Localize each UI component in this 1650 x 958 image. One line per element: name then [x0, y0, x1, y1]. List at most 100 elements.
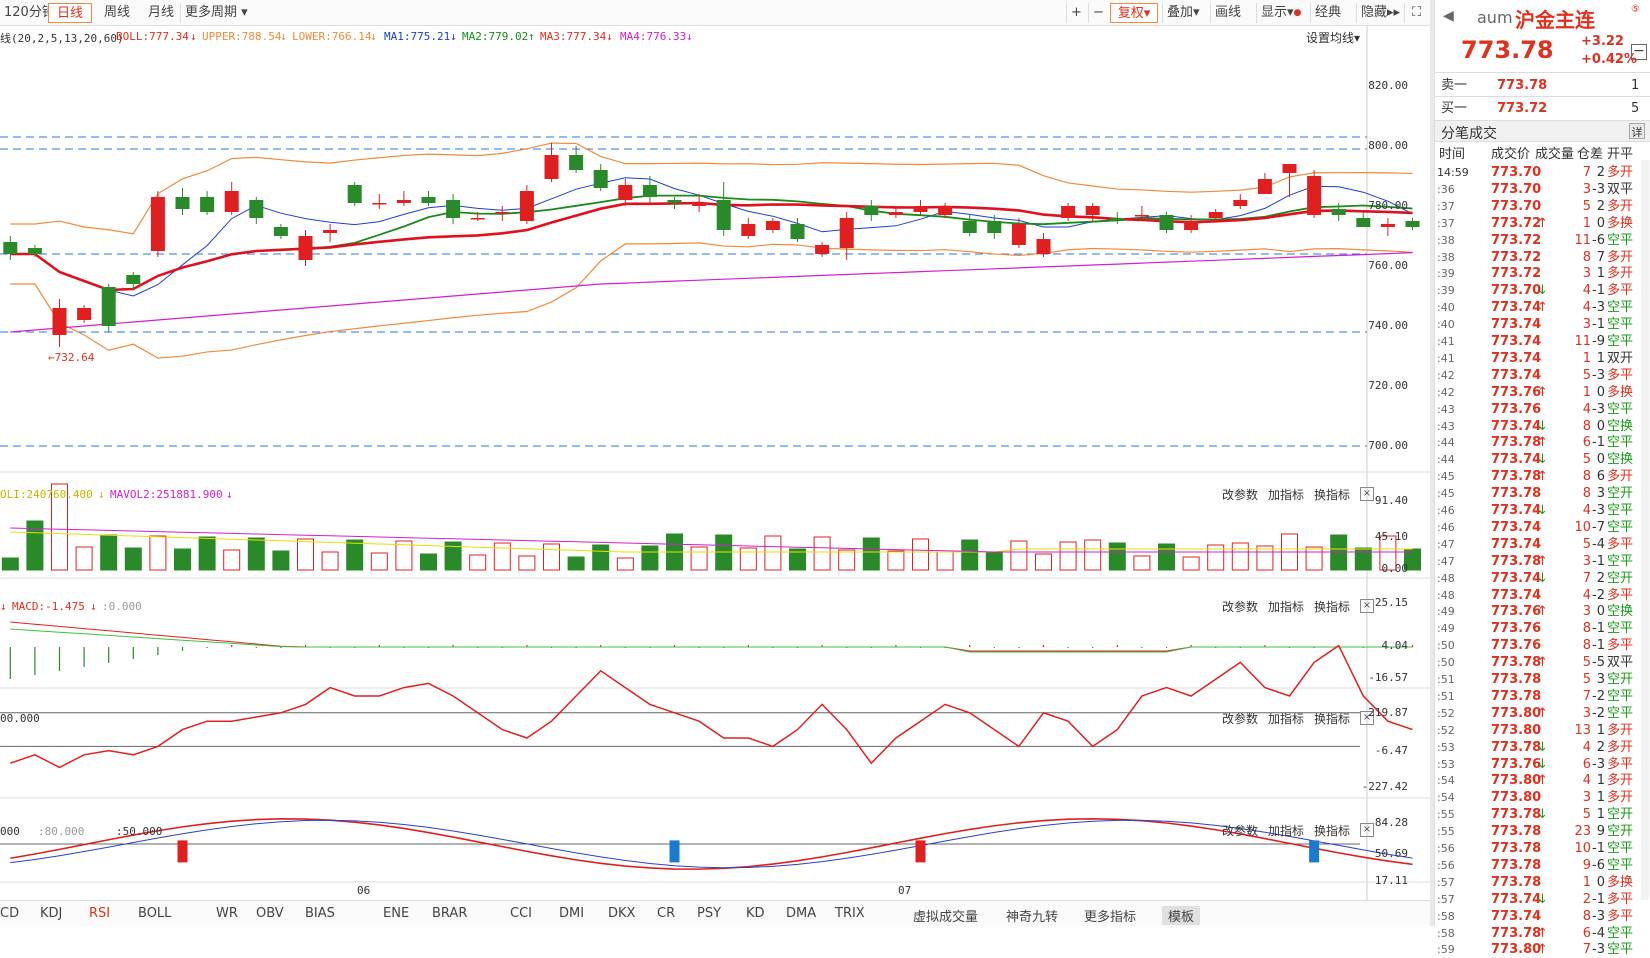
indicator-tab-9[interactable]: CCI [510, 906, 532, 921]
splitter[interactable] [1430, 0, 1434, 926]
fq-button[interactable]: 复权▾ [1110, 3, 1158, 23]
tick-oi: 2 [1596, 198, 1605, 214]
tick-price: 773.78 [1491, 672, 1542, 687]
tick-row: :39 773.72 3 1 多开 [1435, 266, 1650, 282]
set-ma-button[interactable]: 设置均线▾ [1306, 31, 1361, 45]
collapse-icon[interactable]: − [1631, 44, 1647, 60]
tick-row: :56 773.78 9 -6 空平 [1435, 858, 1650, 874]
tick-oi: -1 [1592, 283, 1605, 299]
tick-row: :47 773.78 ↑ 3 -1 空平 [1435, 554, 1650, 570]
tick-volume: 4 [1582, 587, 1591, 603]
tick-time: :57 [1437, 892, 1455, 906]
tick-volume: 5 [1582, 367, 1591, 383]
tick-type: 多平 [1607, 283, 1634, 299]
tick-arrow: ↓ [1537, 503, 1548, 518]
tick-volume: 1 [1582, 384, 1591, 400]
tick-price: 773.74 [1491, 317, 1542, 333]
indicator-tab-4[interactable]: WR [216, 906, 238, 921]
close-panel-icon[interactable]: × [1360, 599, 1374, 613]
indicator-tab-16[interactable]: TRIX [835, 906, 865, 921]
indicator-tab-15[interactable]: DMA [786, 906, 817, 921]
tick-price: 773.78 [1491, 824, 1542, 840]
indicator-tab-1[interactable]: KDJ [40, 906, 63, 921]
tick-price: 773.78 [1491, 435, 1542, 451]
close-panel-icon[interactable]: × [1360, 823, 1374, 837]
tick-row: :51 773.78 5 3 空开 [1435, 672, 1650, 688]
add-indicator-button[interactable]: 加指标 [1268, 488, 1305, 502]
candle-body [372, 203, 387, 205]
prev-arrow-icon[interactable]: ◀ [1443, 8, 1454, 24]
zoom-out-button[interactable]: − [1088, 3, 1108, 23]
price-change: +3.22 [1581, 34, 1624, 49]
period-120min-button[interactable]: 120分钟 [4, 5, 55, 20]
indicator-tab-18[interactable]: 神奇九转 [1006, 910, 1059, 925]
weekly-button[interactable]: 周线 [104, 5, 131, 20]
switch-indicator-button[interactable]: 换指标 [1314, 824, 1351, 838]
close-panel-icon[interactable]: × [1360, 487, 1374, 501]
tick-type: 多平 [1607, 536, 1634, 552]
display-button[interactable]: 显示▾● [1256, 3, 1305, 23]
edit-params-button[interactable]: 改参数 [1222, 600, 1259, 614]
indicator-tab-12[interactable]: CR [657, 906, 676, 921]
indicator-tab-3[interactable]: BOLL [138, 906, 172, 921]
chart-area[interactable]: 120分钟 日线 周线 月线 更多周期 ▾ + − 复权▾ 叠加▾ 画线 显示▾… [0, 0, 1430, 926]
detail-button[interactable]: 详 [1629, 123, 1645, 139]
add-indicator-button[interactable]: 加指标 [1268, 712, 1305, 726]
indicator-tab-20[interactable]: 模板 [1162, 906, 1201, 925]
monthly-button[interactable]: 月线 [148, 5, 175, 20]
indicator-tab-5[interactable]: OBV [256, 906, 284, 921]
close-panel-icon[interactable]: × [1360, 711, 1374, 725]
hide-button[interactable]: 隐藏▸▸ [1356, 3, 1404, 23]
candle-body [1085, 206, 1100, 215]
price-chart[interactable] [0, 0, 1430, 900]
tick-volume: 5 [1582, 807, 1591, 823]
daily-button[interactable]: 日线 [48, 3, 92, 23]
tick-type: 多平 [1607, 638, 1634, 654]
indicator-tab-11[interactable]: DKX [608, 906, 636, 921]
tick-time: :40 [1437, 318, 1455, 332]
volume-bar [1207, 544, 1225, 571]
tick-type: 多开 [1607, 266, 1634, 282]
indicator-tab-13[interactable]: PSY [697, 906, 722, 921]
tick-row: :50 773.78 ↑ 5 -5 双平 [1435, 655, 1650, 671]
switch-indicator-button[interactable]: 换指标 [1314, 600, 1351, 614]
candle-body [741, 224, 756, 236]
switch-indicator-button[interactable]: 换指标 [1314, 488, 1351, 502]
switch-indicator-button[interactable]: 换指标 [1314, 712, 1351, 726]
edit-params-button[interactable]: 改参数 [1222, 488, 1259, 502]
tick-type: 空平 [1607, 401, 1634, 417]
zoom-in-button[interactable]: + [1066, 3, 1086, 23]
indicator-tab-10[interactable]: DMI [559, 906, 585, 921]
fullscreen-icon[interactable]: ⛶ [1404, 3, 1428, 23]
tick-arrow: ↑ [1537, 773, 1548, 789]
classic-button[interactable]: 经典 [1310, 3, 1345, 23]
volume-bar [616, 557, 634, 571]
tick-type: 多换 [1607, 874, 1634, 890]
add-indicator-button[interactable]: 加指标 [1268, 824, 1305, 838]
indicator-tab-17[interactable]: 虚拟成交量 [913, 910, 979, 925]
candle-body [249, 200, 264, 218]
info-badge-icon[interactable]: ⑤ [1631, 4, 1640, 15]
indicator-tab-8[interactable]: BRAR [432, 906, 468, 921]
indicator-tab-7[interactable]: ENE [383, 906, 410, 921]
tick-volume: 5 [1582, 198, 1591, 214]
overlay-button[interactable]: 叠加▾ [1162, 3, 1204, 23]
tick-price: 773.74 [1491, 519, 1542, 535]
tick-volume: 8 [1582, 469, 1591, 485]
more-period-button[interactable]: 更多周期 ▾ [180, 3, 252, 23]
tick-arrow: ↓ [1537, 739, 1548, 755]
add-indicator-button[interactable]: 加指标 [1268, 600, 1305, 614]
volume-bar [149, 535, 167, 571]
indicator-tab-2[interactable]: RSI [89, 906, 111, 921]
tick-oi: -6 [1592, 232, 1605, 248]
edit-params-button[interactable]: 改参数 [1222, 824, 1259, 838]
ticks-scrollbar[interactable] [1641, 160, 1649, 900]
edit-params-button[interactable]: 改参数 [1222, 712, 1259, 726]
indicator-tab-14[interactable]: KD [746, 906, 765, 921]
macd-axis-label: 25.15 [1374, 596, 1408, 609]
indicator-tab-6[interactable]: BIAS [305, 906, 335, 921]
indicator-tab-19[interactable]: 更多指标 [1084, 910, 1137, 925]
indicator-tab-0[interactable]: CD [0, 906, 20, 921]
draw-button[interactable]: 画线 [1210, 3, 1245, 23]
tick-price: 773.74 [1491, 334, 1542, 349]
